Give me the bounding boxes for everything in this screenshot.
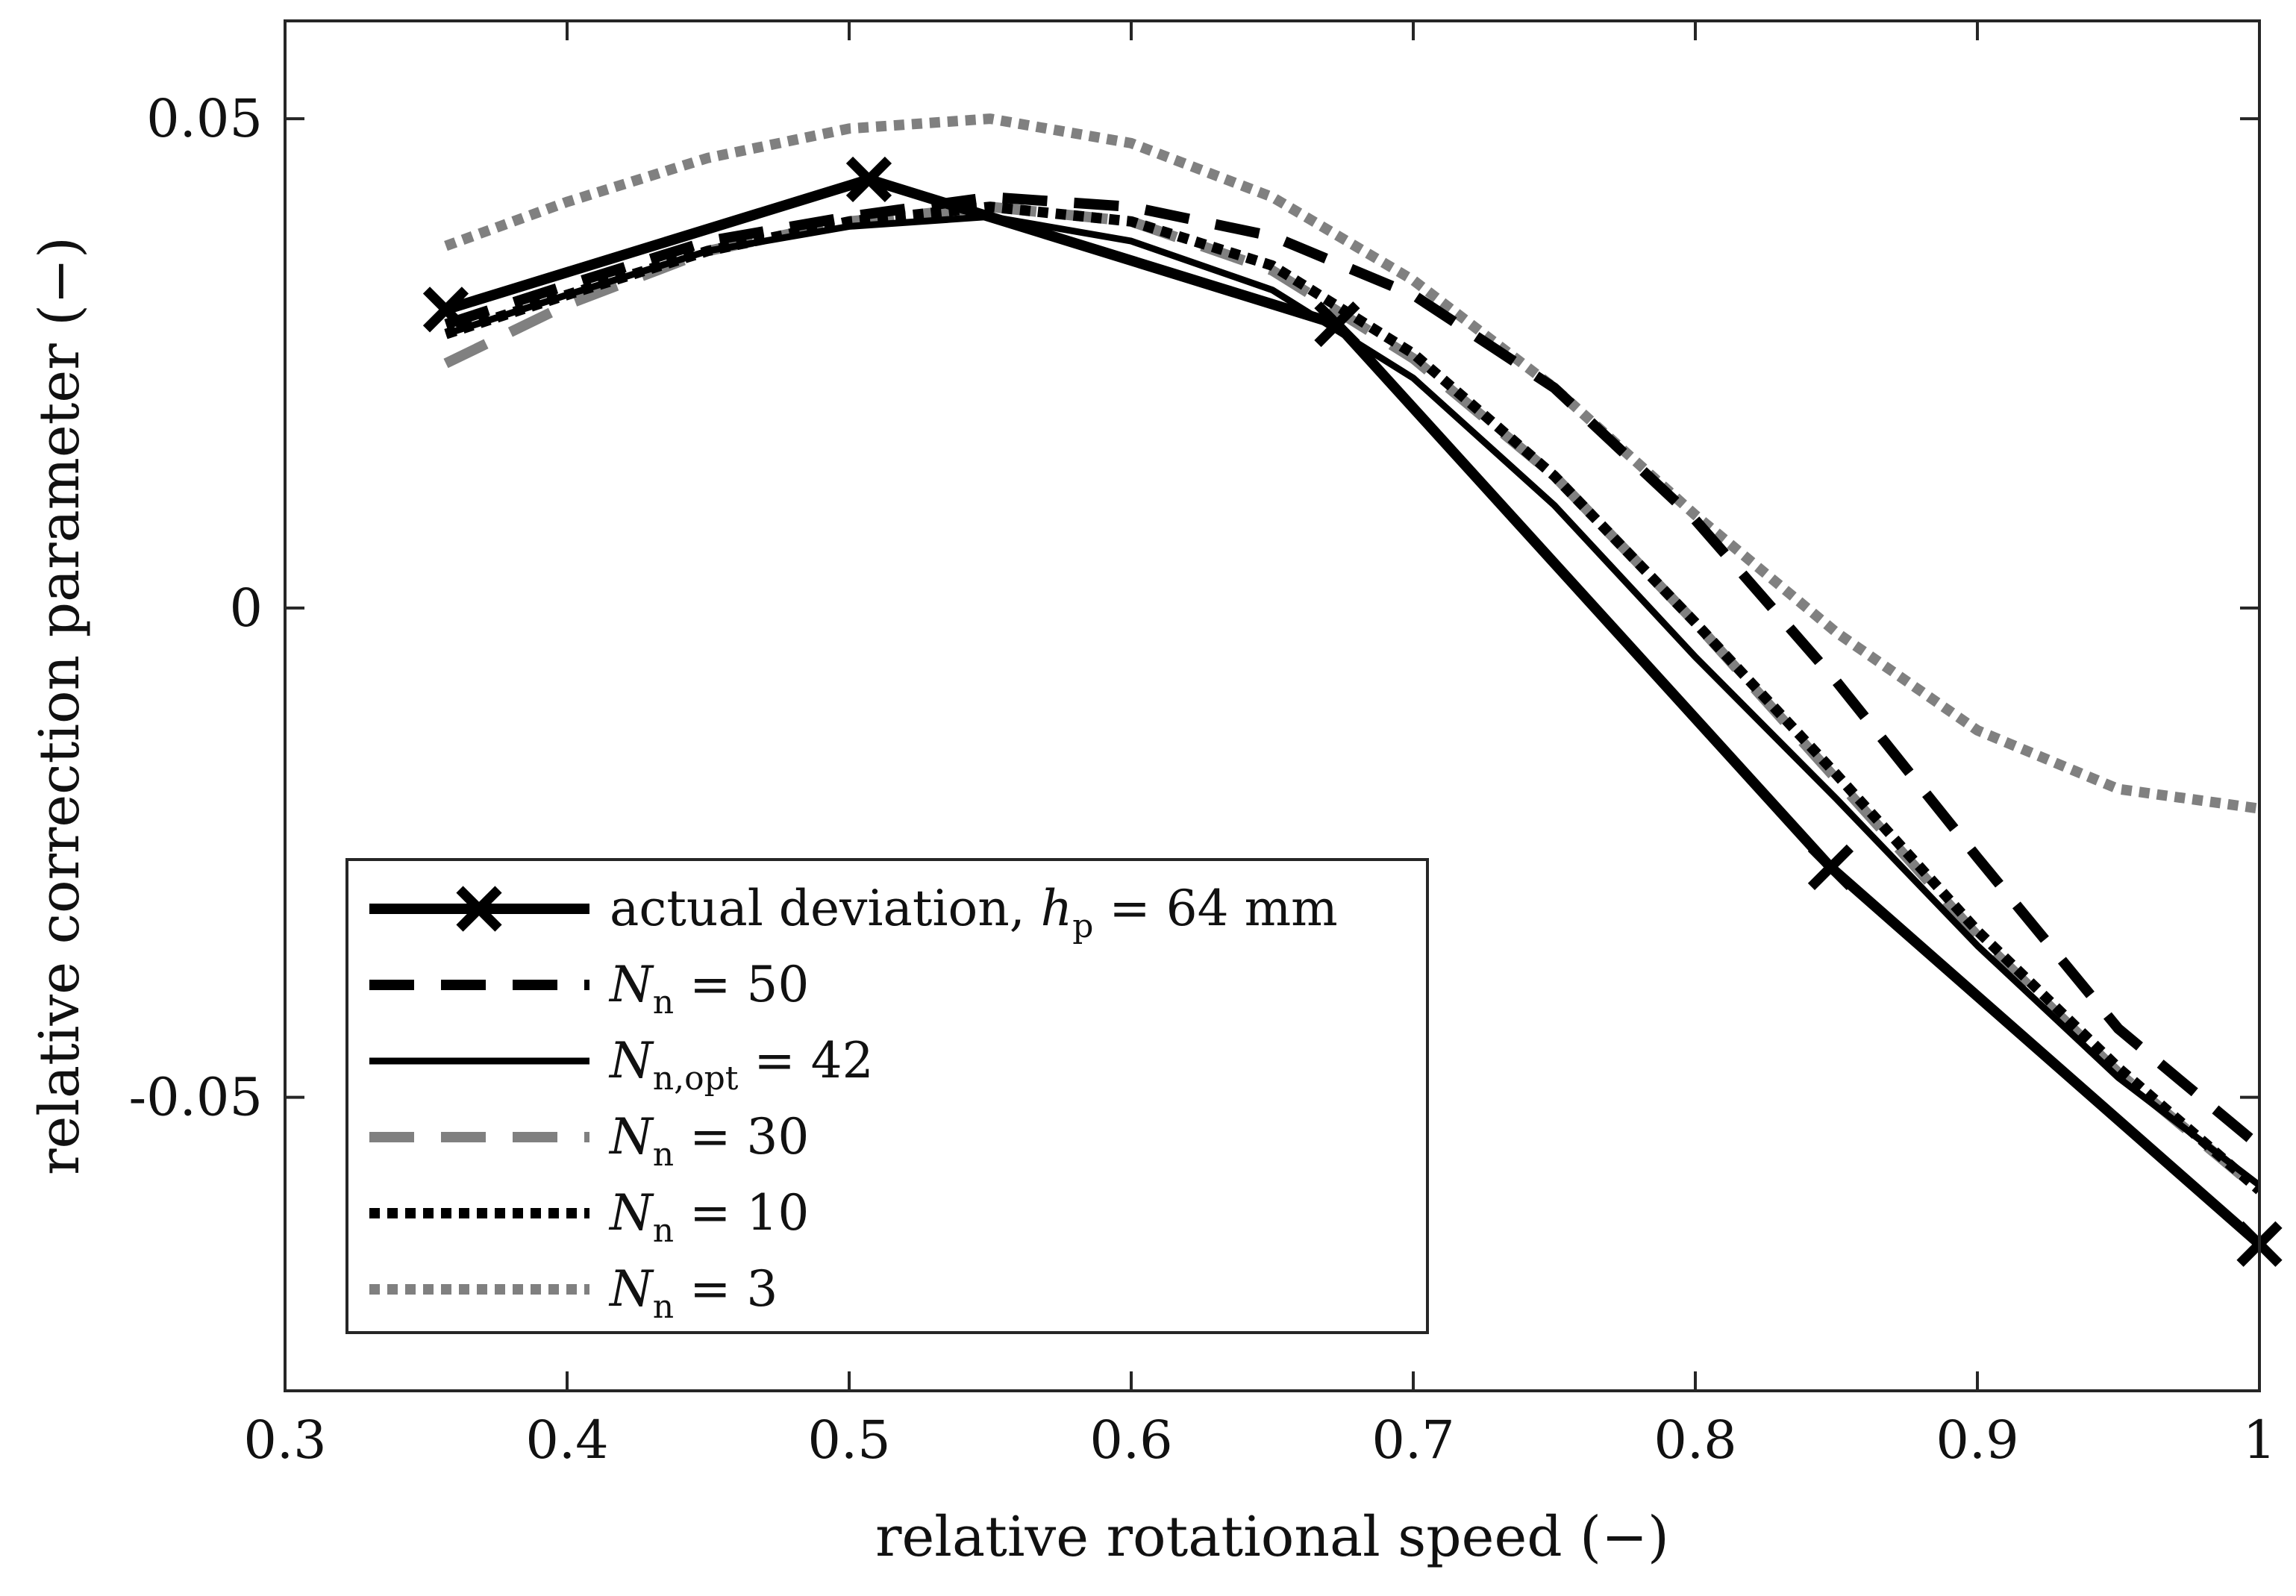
legend-label-1: Nn = 50	[608, 956, 809, 1021]
x-marker	[1314, 301, 1360, 348]
series-line-1	[444, 192, 2259, 1151]
legend-label-5: Nn = 3	[608, 1260, 778, 1326]
legend-x-marker	[456, 886, 502, 932]
y-tick-label: 0	[229, 578, 263, 639]
axes-layer: 0.3 0.4 0.5 0.6 0.7 0.8 0.9 1 -0.05 0 0.05	[128, 21, 2276, 1471]
x-tick-label: 0.6	[1089, 1409, 1172, 1471]
x-tick-label: 0.7	[1371, 1409, 1454, 1471]
series-line-5	[444, 113, 2259, 814]
x-tick-label: 0.9	[1936, 1409, 2018, 1471]
legend-label-3: Nn = 30	[608, 1108, 809, 1174]
legend-label-0: actual deviation, hp = 64 mm	[610, 880, 1338, 945]
series-line-4	[444, 201, 2259, 1195]
y-tick-label: 0.05	[146, 88, 263, 149]
x-tick-label: 0.8	[1654, 1409, 1736, 1471]
x-tick-label: 0.5	[807, 1409, 890, 1471]
x-marker	[422, 287, 469, 333]
x-tick-label: 1	[2243, 1409, 2277, 1471]
y-axis-label: relative correction parameter (−)	[28, 237, 92, 1175]
x-marker	[1807, 844, 1854, 890]
plot-frame	[284, 19, 2261, 1392]
x-marker	[845, 156, 892, 203]
legend-box	[345, 858, 1429, 1334]
x-tick-label: 0.4	[525, 1409, 608, 1471]
x-tick-label: 0.3	[243, 1409, 326, 1471]
y-tick-label: -0.05	[128, 1067, 263, 1128]
x-axis-label: relative rotational speed (−)	[875, 1505, 1669, 1569]
legend-label-4: Nn = 10	[608, 1184, 809, 1250]
legend-label-2: Nn,opt = 42	[608, 1032, 874, 1098]
legend: actual deviation, hp = 64 mm Nn = 50 Nn,op…	[345, 858, 1429, 1334]
